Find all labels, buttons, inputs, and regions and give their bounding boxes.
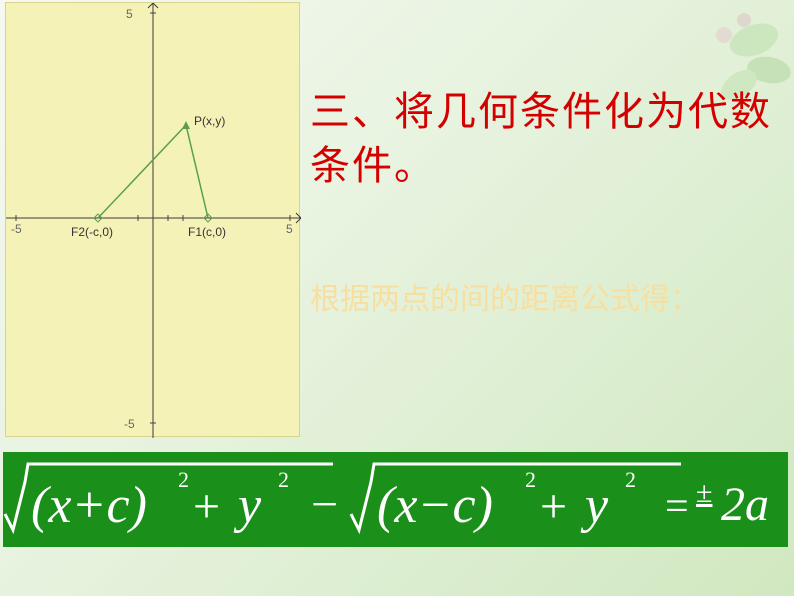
label-f2: F2(-c,0) — [71, 225, 113, 239]
eq-xc1: (x+c) — [31, 477, 147, 534]
eq-pm: ± — [696, 476, 712, 509]
ytick-5: 5 — [126, 7, 133, 21]
eq-plus2: + — [540, 480, 567, 533]
eq-sq1: 2 — [178, 467, 189, 492]
eq-rhs: 2a — [721, 478, 769, 531]
eq-sq2: 2 — [525, 467, 536, 492]
xtick-neg5: -5 — [11, 222, 22, 236]
line-f2-p — [98, 125, 186, 218]
eq-eq: = — [665, 484, 689, 530]
eq-plus1: + — [193, 480, 220, 533]
xtick-5: 5 — [286, 222, 293, 236]
label-f1: F1(c,0) — [188, 225, 226, 239]
equation-svg: (x+c) 2 + y 2 − (x−c) 2 + y 2 = ± 2a — [3, 452, 788, 547]
equation-bar: (x+c) 2 + y 2 − (x−c) 2 + y 2 = ± 2a — [3, 452, 788, 547]
section-title: 三、将几何条件化为代数条件。 — [310, 85, 780, 193]
eq-minus: − — [311, 478, 338, 531]
coordinate-graph-panel: -5 5 5 -5 P(x,y) F1(c,0) F2(-c,0) — [5, 2, 300, 437]
ytick-neg5: -5 — [124, 417, 135, 431]
eq-y2: y — [580, 477, 609, 534]
label-p: P(x,y) — [194, 114, 225, 128]
eq-xc2: (x−c) — [377, 477, 493, 534]
eq-y1: y — [233, 477, 262, 534]
eq-sqy2: 2 — [625, 467, 636, 492]
point-p-marker — [182, 121, 190, 129]
eq-sqy1: 2 — [278, 467, 289, 492]
coordinate-graph-svg: -5 5 5 -5 P(x,y) F1(c,0) F2(-c,0) — [6, 3, 301, 438]
section-subtitle: 根据两点的间的距离公式得： — [310, 280, 780, 319]
line-p-f1 — [186, 125, 208, 218]
